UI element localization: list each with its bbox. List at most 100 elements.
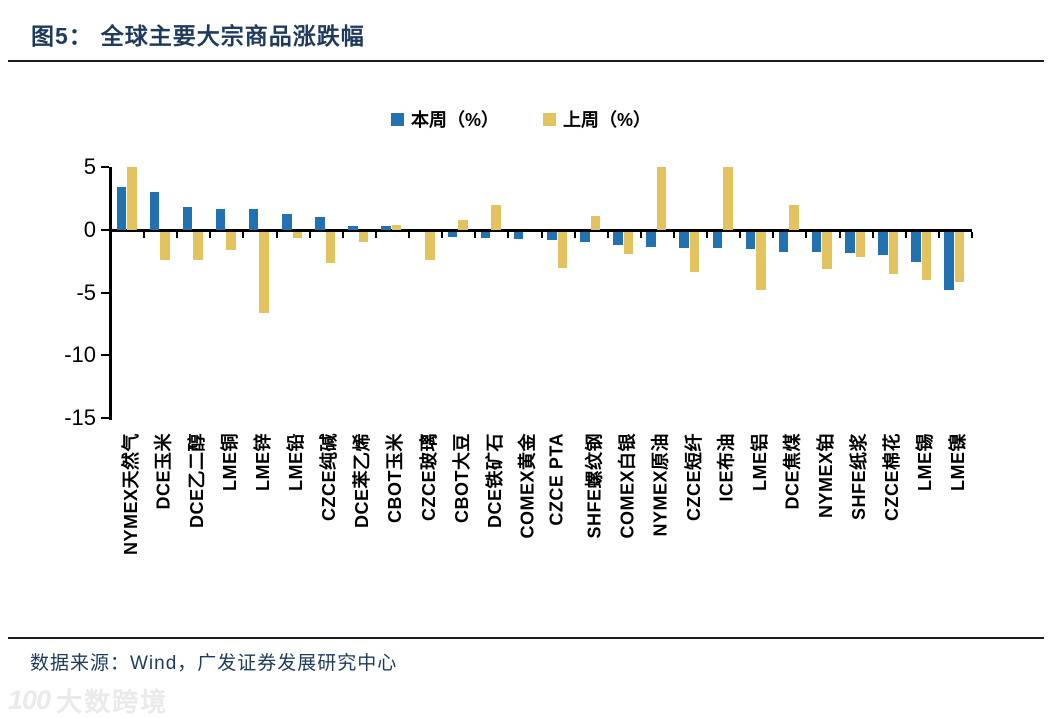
bar-上周（%）-LME锌	[259, 231, 269, 314]
x-axis-label: COMEX白银	[617, 433, 638, 539]
y-axis-tick-label: -15	[64, 405, 96, 430]
x-axis-label-cell: ICE布油	[707, 433, 740, 593]
bar-上周（%）-DCE铁矿石	[491, 204, 501, 230]
bar-本周（%）-LME镍	[944, 231, 954, 291]
figure-title-text: 全球主要大宗商品涨跌幅	[100, 23, 365, 49]
x-axis-tick	[573, 231, 576, 238]
zero-baseline	[111, 228, 972, 232]
x-axis-label: CBOT大豆	[451, 433, 472, 523]
bar-本周（%）-SHFE螺纹钢	[580, 231, 590, 242]
x-axis-label: LME锌	[253, 433, 274, 491]
x-axis-tick	[672, 231, 675, 238]
legend-item-1: 上周（%）	[543, 106, 651, 132]
x-axis-tick	[209, 231, 212, 238]
x-axis-label-cell: SHFE螺纹钢	[575, 433, 608, 593]
x-axis-tick	[474, 231, 477, 238]
bar-上周（%）-CZCE PTA	[557, 231, 567, 268]
bar-本周（%）-LME铝	[745, 231, 756, 250]
x-axis-label-cell: LME锌	[243, 433, 276, 593]
bar-上周（%）-LME锡	[921, 231, 932, 281]
x-axis-tick	[971, 231, 973, 238]
x-axis-label-cell: COMEX白银	[608, 433, 641, 593]
legend-label: 上周（%）	[563, 110, 652, 130]
x-axis-tick	[540, 231, 543, 238]
bar-本周（%）-CZCE棉花	[878, 231, 888, 256]
x-axis-label: LME铅	[286, 433, 307, 491]
bar-本周（%）-DCE铁矿石	[480, 231, 491, 238]
x-axis-label-cell: DCE铁矿石	[475, 433, 508, 593]
x-axis-tick	[143, 231, 146, 238]
x-axis-label: DCE焦煤	[782, 433, 803, 510]
x-axis-tick	[904, 231, 907, 238]
x-axis-label-cell: CZCE玻璃	[409, 433, 442, 593]
bar-本周（%）-DCE乙二醇	[182, 207, 193, 230]
x-axis-tick	[341, 231, 344, 238]
x-axis-label-cell: DCE焦煤	[773, 433, 806, 593]
bar-上周（%）-CZCE棉花	[888, 231, 899, 275]
x-axis-label: SHFE纸浆	[849, 433, 870, 521]
bar-上周（%）-DCE玉米	[160, 231, 170, 261]
y-axis-tick-label: 0	[83, 216, 96, 242]
x-axis-label: NYMEX原油	[650, 433, 671, 537]
bar-上周（%）-NYMEX天然气	[127, 167, 137, 230]
x-axis-labels: NYMEX天然气 DCE玉米 DCE乙二醇 LME铜 LME锌 LME铅 CZCE纯碱 DCE…	[111, 433, 972, 593]
watermark-label: 大数跨境	[56, 687, 169, 717]
x-axis-tick	[507, 231, 510, 238]
bar-本周（%）-CBOT大豆	[447, 231, 458, 237]
bar-上周（%）-LME铝	[756, 231, 766, 291]
x-axis-tick	[242, 231, 245, 238]
legend-swatch-icon	[390, 112, 404, 126]
bar-本周（%）-CBOT玉米	[381, 226, 391, 230]
x-axis-tick	[706, 231, 709, 238]
bar-本周（%）-DCE苯乙烯	[348, 226, 358, 230]
legend-label: 本周（%）	[410, 110, 499, 130]
x-axis-tick	[838, 231, 841, 238]
x-axis-label-cell: LME铝	[740, 433, 773, 593]
bar-上周（%）-COMEX白银	[623, 231, 634, 255]
x-axis-tick	[871, 231, 874, 238]
bar-上周（%）-CZCE玻璃	[425, 231, 435, 261]
bar-本周（%）-LME锌	[248, 208, 259, 230]
y-axis-tick-label: 5	[83, 154, 96, 179]
y-axis-tick	[101, 291, 109, 294]
x-axis-label-cell: COMEX黄金	[508, 433, 541, 593]
bar-本周（%）-CZCE短纤	[679, 231, 689, 248]
x-axis-label: CZCE短纤	[683, 433, 704, 521]
y-axis-tick	[101, 417, 109, 419]
bar-上周（%）-DCE苯乙烯	[358, 231, 369, 242]
x-axis-tick	[408, 231, 411, 238]
x-axis-label: SHFE螺纹钢	[584, 433, 605, 539]
bar-本周（%）-COMEX白银	[613, 231, 623, 246]
x-axis-tick	[639, 231, 642, 238]
legend-item-0: 本周（%）	[390, 106, 499, 132]
bar-上周（%）-NYMEX铂	[822, 231, 832, 270]
x-axis-tick	[805, 231, 808, 238]
x-axis-label-cell: CBOT玉米	[376, 433, 409, 593]
y-axis-line	[109, 167, 112, 420]
x-axis-label: LME锡	[915, 433, 936, 491]
y-axis-tick-label: -5	[76, 279, 96, 305]
figure-number: 图5：	[31, 23, 93, 49]
bar-上周（%）-ICE布油	[723, 167, 733, 230]
bar-上周（%）-NYMEX原油	[656, 167, 667, 230]
bar-上周（%）-CZCE纯碱	[325, 231, 336, 263]
bar-上周（%）-CBOT大豆	[458, 219, 468, 230]
chart-legend: 本周（%） 上周（%）	[0, 106, 1042, 132]
bar-本周（%）-NYMEX铂	[811, 231, 822, 252]
x-axis-label: NYMEX天然气	[120, 433, 141, 556]
x-axis-tick	[110, 231, 112, 238]
data-source-text: 数据来源：Wind，广发证券发展研究中心	[30, 653, 398, 674]
x-axis-label: DCE铁矿石	[484, 433, 505, 529]
bar-本周（%）-SHFE纸浆	[845, 231, 855, 253]
x-axis-label: NYMEX铂	[815, 433, 836, 519]
x-axis-label-cell: DCE乙二醇	[177, 433, 210, 593]
x-axis-tick	[937, 231, 940, 238]
x-axis-label: CBOT玉米	[385, 433, 406, 523]
x-axis-tick	[275, 231, 278, 238]
footer-divider	[8, 637, 1044, 639]
x-axis-tick	[374, 231, 377, 238]
x-axis-tick	[772, 231, 775, 238]
x-axis-label: DCE玉米	[153, 433, 174, 510]
bar-上周（%）-SHFE纸浆	[855, 231, 866, 257]
